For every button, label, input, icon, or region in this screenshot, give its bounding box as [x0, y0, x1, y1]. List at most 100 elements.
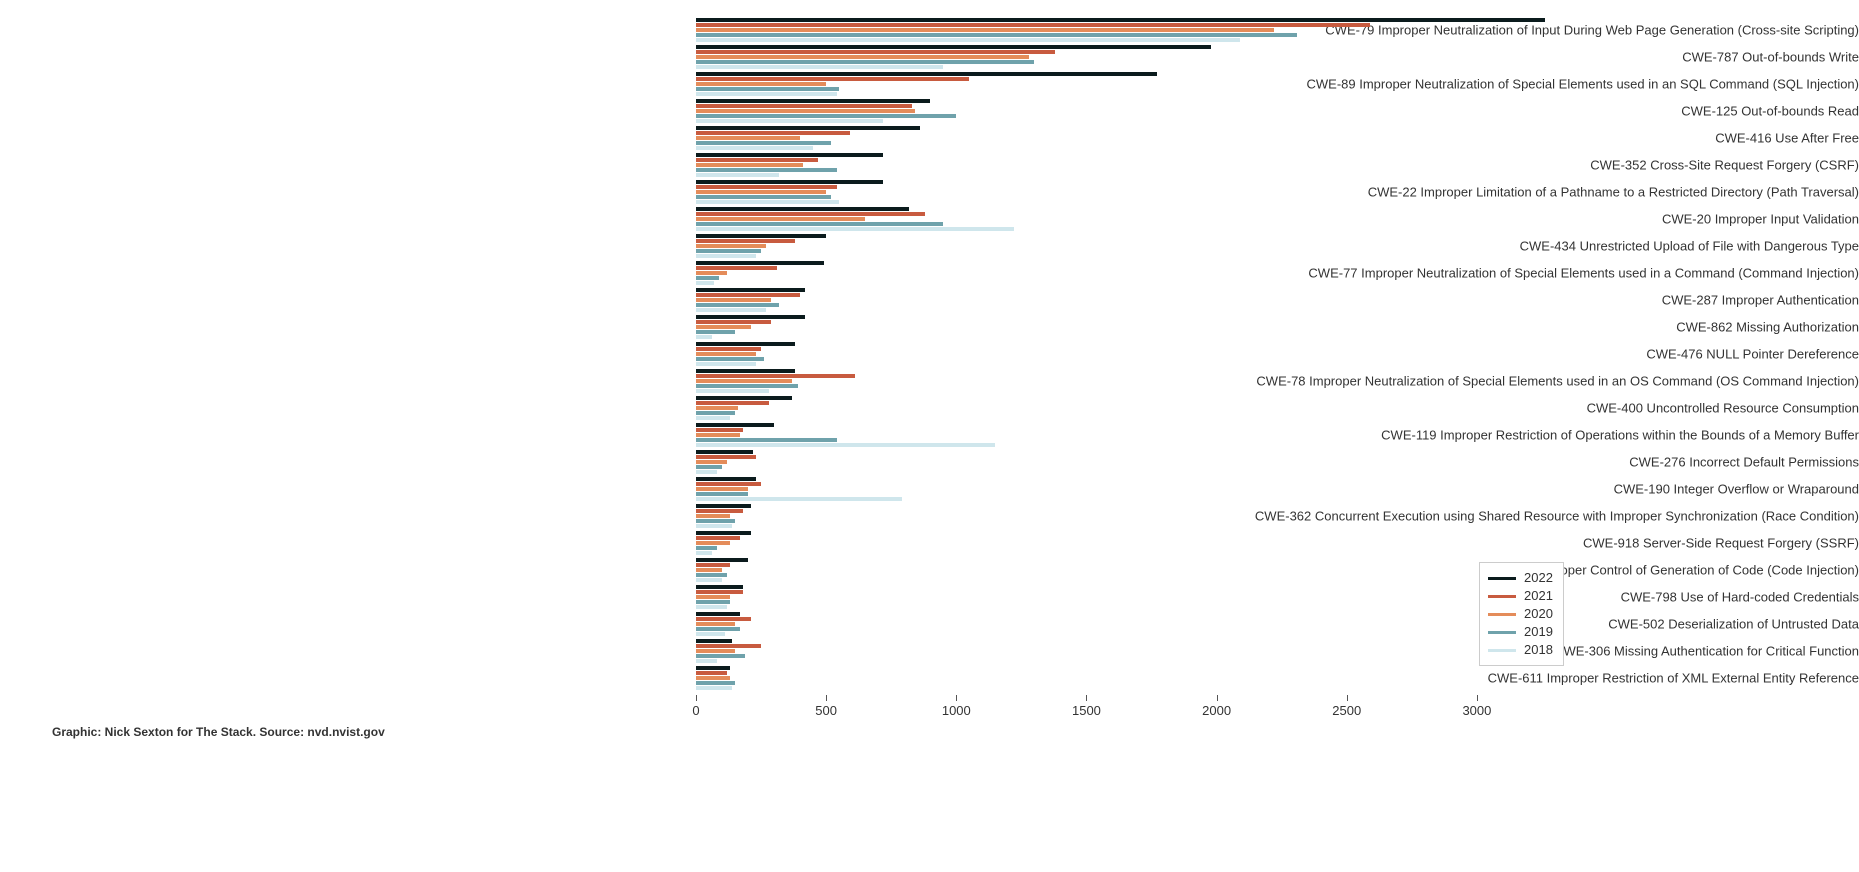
- bar-2020: [696, 352, 756, 356]
- bar-2022: [696, 18, 1545, 22]
- bar-2020: [696, 271, 727, 275]
- bar-2020: [696, 298, 771, 302]
- bar-2019: [696, 114, 956, 118]
- category-label: CWE-20 Improper Input Validation: [1173, 212, 1859, 227]
- category-label: CWE-89 Improper Neutralization of Specia…: [1173, 77, 1859, 92]
- bar-2021: [696, 401, 769, 405]
- bar-2018: [696, 281, 714, 285]
- legend-item: 2022: [1488, 569, 1553, 587]
- x-tick-label: 1500: [1072, 703, 1101, 718]
- bar-2022: [696, 153, 883, 157]
- bar-2020: [696, 28, 1274, 32]
- bar-2022: [696, 72, 1157, 76]
- bar-2021: [696, 185, 837, 189]
- bar-2022: [696, 450, 753, 454]
- bar-2019: [696, 627, 740, 631]
- legend-item: 2018: [1488, 641, 1553, 659]
- bar-2018: [696, 200, 839, 204]
- bar-2022: [696, 558, 748, 562]
- bar-2021: [696, 671, 727, 675]
- bar-2019: [696, 33, 1297, 37]
- bar-2022: [696, 234, 826, 238]
- bar-2020: [696, 109, 915, 113]
- legend-label: 2021: [1524, 587, 1553, 605]
- bar-2019: [696, 249, 761, 253]
- x-tick-label: 2000: [1202, 703, 1231, 718]
- bar-2021: [696, 320, 771, 324]
- bar-2021: [696, 266, 777, 270]
- bar-2021: [696, 50, 1055, 54]
- bar-2018: [696, 605, 727, 609]
- bar-2019: [696, 195, 831, 199]
- category-label: CWE-190 Integer Overflow or Wraparound: [1173, 482, 1859, 497]
- bar-2021: [696, 347, 761, 351]
- bar-2022: [696, 396, 792, 400]
- x-tick-label: 2500: [1332, 703, 1361, 718]
- bar-2021: [696, 617, 751, 621]
- legend-label: 2018: [1524, 641, 1553, 659]
- category-label: CWE-611 Improper Restriction of XML Exte…: [1173, 671, 1859, 686]
- bar-2020: [696, 541, 730, 545]
- category-label: CWE-918 Server-Side Request Forgery (SSR…: [1173, 536, 1859, 551]
- bar-2020: [696, 514, 730, 518]
- bar-2019: [696, 87, 839, 91]
- legend: 20222021202020192018: [1479, 562, 1564, 666]
- bar-2021: [696, 374, 855, 378]
- bar-2019: [696, 222, 943, 226]
- bar-2021: [696, 428, 743, 432]
- legend-item: 2020: [1488, 605, 1553, 623]
- bar-2021: [696, 131, 850, 135]
- bar-2020: [696, 82, 826, 86]
- category-label: CWE-400 Uncontrolled Resource Consumptio…: [1173, 401, 1859, 416]
- bar-2020: [696, 136, 800, 140]
- x-tick: [956, 695, 957, 701]
- category-label: CWE-434 Unrestricted Upload of File with…: [1173, 239, 1859, 254]
- legend-swatch: [1488, 613, 1516, 616]
- bar-2019: [696, 276, 719, 280]
- bar-2020: [696, 487, 748, 491]
- bar-2020: [696, 190, 826, 194]
- bar-2021: [696, 158, 818, 162]
- bar-2021: [696, 563, 730, 567]
- bar-2018: [696, 389, 769, 393]
- bar-2018: [696, 362, 756, 366]
- bar-2019: [696, 330, 735, 334]
- category-label: CWE-862 Missing Authorization: [1173, 320, 1859, 335]
- bar-2018: [696, 632, 725, 636]
- x-tick-label: 3000: [1462, 703, 1491, 718]
- bar-2022: [696, 531, 751, 535]
- bar-2018: [696, 227, 1014, 231]
- bar-2022: [696, 639, 732, 643]
- bar-2020: [696, 676, 730, 680]
- bar-2020: [696, 55, 1029, 59]
- bar-2020: [696, 163, 803, 167]
- bar-2018: [696, 308, 766, 312]
- bar-2018: [696, 335, 712, 339]
- bar-2022: [696, 666, 730, 670]
- x-tick: [1477, 695, 1478, 701]
- bar-2019: [696, 573, 727, 577]
- legend-swatch: [1488, 649, 1516, 652]
- bar-2021: [696, 644, 761, 648]
- bar-2020: [696, 595, 730, 599]
- x-tick: [1217, 695, 1218, 701]
- category-label: CWE-287 Improper Authentication: [1173, 293, 1859, 308]
- bar-2018: [696, 92, 837, 96]
- bar-2022: [696, 585, 743, 589]
- category-label: CWE-352 Cross-Site Request Forgery (CSRF…: [1173, 158, 1859, 173]
- bar-2022: [696, 180, 883, 184]
- category-label: CWE-476 NULL Pointer Dereference: [1173, 347, 1859, 362]
- bar-2019: [696, 600, 730, 604]
- bar-2019: [696, 141, 831, 145]
- category-label: CWE-78 Improper Neutralization of Specia…: [1173, 374, 1859, 389]
- bar-2022: [696, 504, 751, 508]
- bar-2021: [696, 590, 743, 594]
- bar-2018: [696, 470, 717, 474]
- bar-2018: [696, 443, 995, 447]
- bar-2021: [696, 509, 743, 513]
- bar-2018: [696, 173, 779, 177]
- bar-2021: [696, 455, 756, 459]
- bar-2020: [696, 406, 738, 410]
- bar-2019: [696, 492, 748, 496]
- bar-2022: [696, 207, 909, 211]
